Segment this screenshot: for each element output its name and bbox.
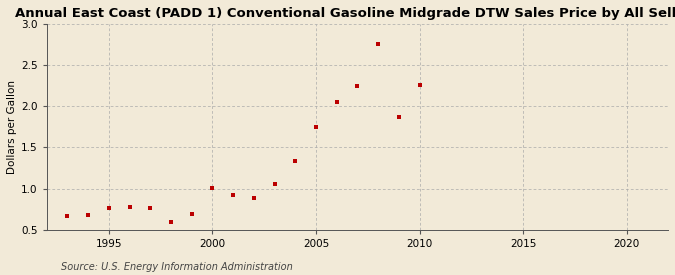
Point [310, 125, 321, 129]
Point [248, 196, 259, 201]
Point [373, 42, 383, 46]
Point [269, 182, 280, 187]
Title: Annual East Coast (PADD 1) Conventional Gasoline Midgrade DTW Sales Price by All: Annual East Coast (PADD 1) Conventional … [15, 7, 675, 20]
Y-axis label: Dollars per Gallon: Dollars per Gallon [7, 80, 17, 174]
Point [227, 193, 238, 197]
Point [186, 212, 197, 216]
Point [124, 205, 135, 209]
Point [352, 84, 362, 89]
Point [62, 214, 73, 218]
Point [103, 205, 114, 210]
Point [83, 213, 94, 217]
Point [145, 205, 156, 210]
Point [414, 82, 425, 87]
Point [290, 159, 300, 164]
Point [165, 220, 176, 225]
Point [207, 186, 218, 190]
Text: Source: U.S. Energy Information Administration: Source: U.S. Energy Information Administ… [61, 262, 292, 272]
Point [394, 115, 404, 119]
Point [331, 100, 342, 104]
